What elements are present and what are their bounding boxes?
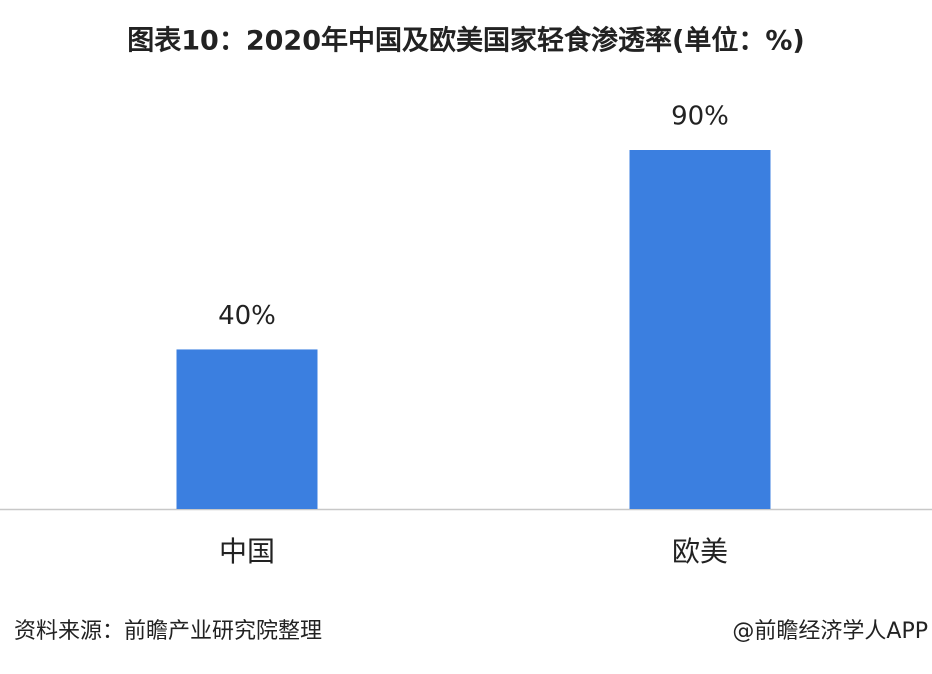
chart-title: 图表10：2020年中国及欧美国家轻食渗透率(单位：%) xyxy=(127,25,804,57)
value-label: 90% xyxy=(671,102,729,132)
source-note: 资料来源：前瞻产业研究院整理 xyxy=(14,619,322,644)
x-tick-label: 欧美 xyxy=(672,535,728,568)
bar xyxy=(176,349,318,509)
value-label: 40% xyxy=(218,301,276,331)
x-tick-label: 中国 xyxy=(219,535,275,568)
credit: @前瞻经济学人APP xyxy=(732,619,928,644)
bar xyxy=(629,150,771,509)
